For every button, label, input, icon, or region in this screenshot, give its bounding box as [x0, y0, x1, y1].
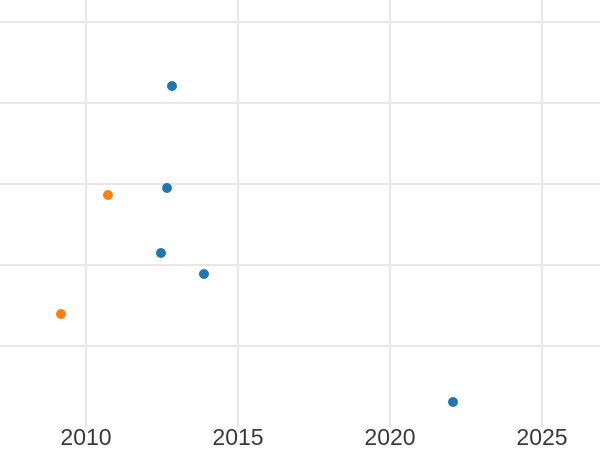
x-tick-label-2015: 2015: [212, 424, 264, 450]
horizontal-gridline: [0, 102, 600, 104]
horizontal-gridline: [0, 183, 600, 185]
horizontal-gridline: [0, 264, 600, 266]
vertical-gridline: [389, 0, 391, 427]
vertical-gridline: [237, 0, 239, 427]
x-tick-label-2020: 2020: [364, 424, 416, 450]
scatter-point-series-orange: [103, 190, 114, 201]
scatter-point-series-blue: [448, 396, 459, 407]
scatter-point-series-blue: [199, 268, 210, 279]
scatter-point-series-blue: [166, 80, 177, 91]
vertical-gridline: [541, 0, 543, 427]
horizontal-gridline: [0, 21, 600, 23]
scatter-point-series-blue: [162, 183, 173, 194]
vertical-gridline: [85, 0, 87, 427]
x-tick-label-2010: 2010: [60, 424, 112, 450]
scatter-point-series-blue: [156, 247, 167, 258]
horizontal-gridline: [0, 345, 600, 347]
x-tick-label-2025: 2025: [516, 424, 568, 450]
scatter-point-series-orange: [55, 308, 66, 319]
